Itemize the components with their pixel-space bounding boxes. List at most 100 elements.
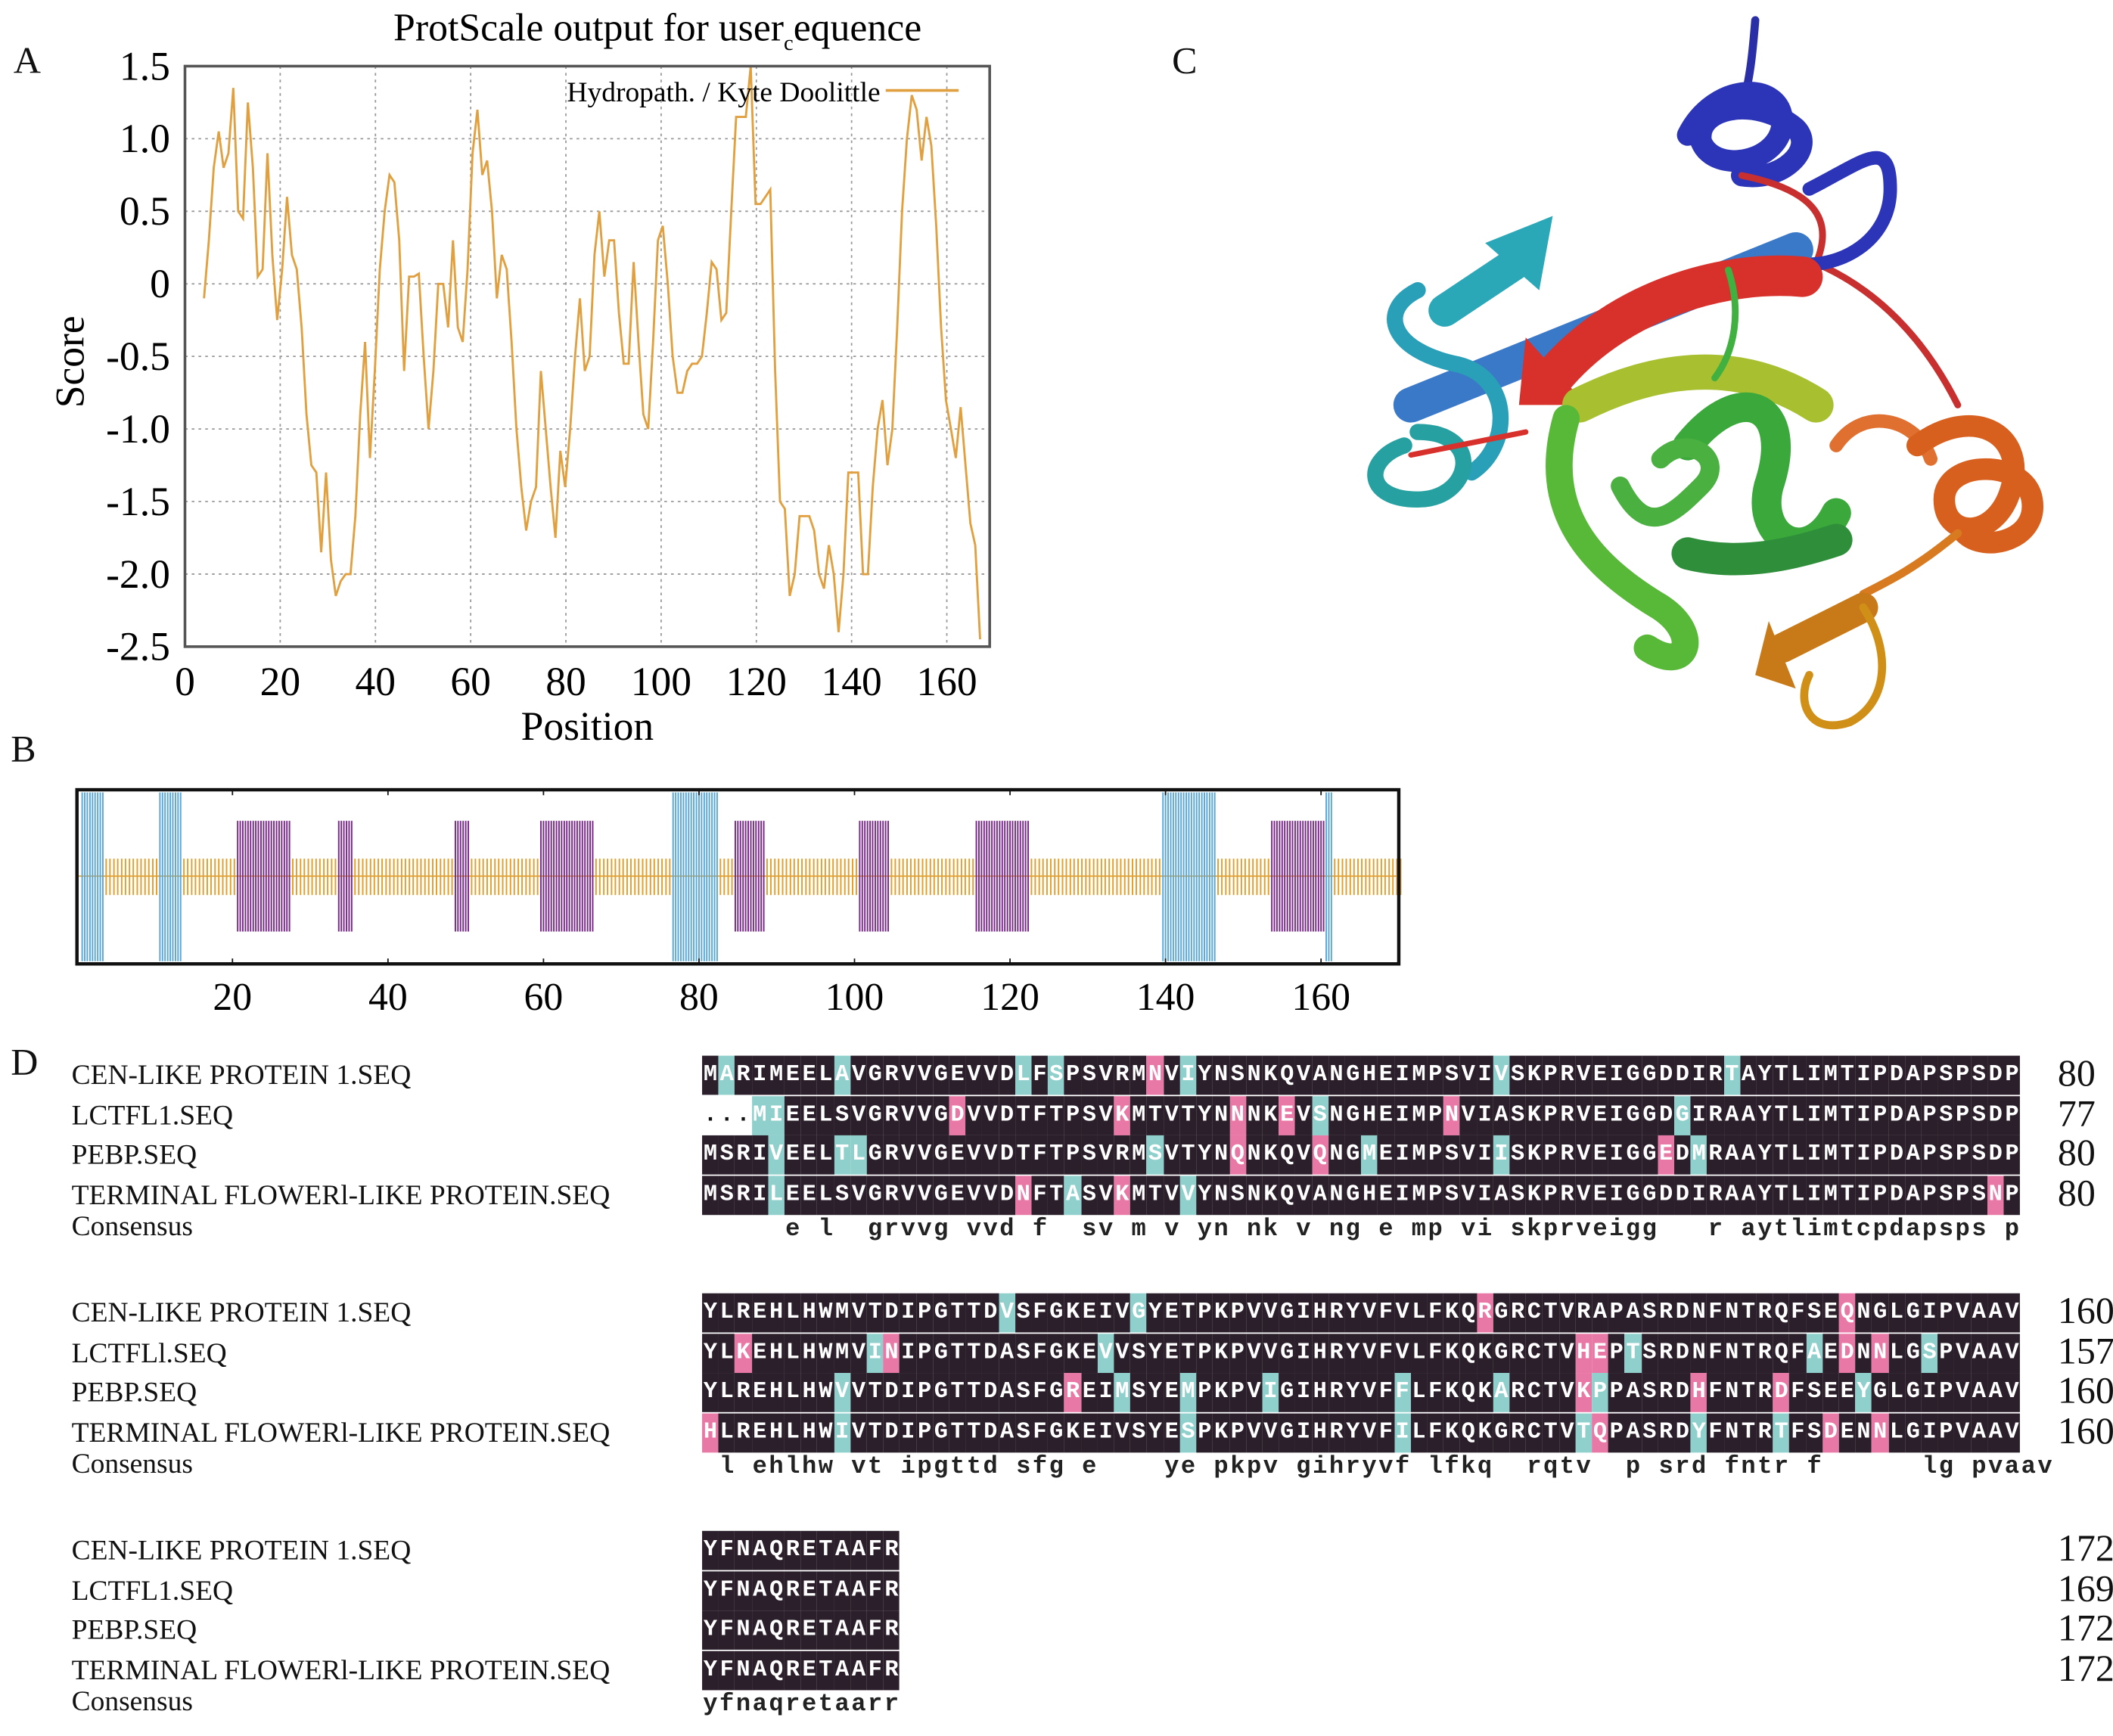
residue: F [866, 1570, 884, 1610]
consensus-residue: i [1807, 1216, 1822, 1244]
residue: M [1361, 1135, 1378, 1175]
residue: L [718, 1293, 735, 1333]
consensus-residue: a [851, 1691, 866, 1719]
residue: P [1921, 1175, 1938, 1215]
residue: F [1427, 1412, 1444, 1452]
x-tick-label: 80 [545, 659, 586, 704]
coil-orange-loop [1800, 603, 1887, 730]
consensus-residue: n [1246, 1216, 1262, 1244]
residue: R [1114, 1135, 1131, 1175]
protein-3d-structure [1367, 16, 2043, 730]
secondary-structure-track: 20 40 60 80 100 120 140 160 [75, 787, 1402, 1019]
residue: R [1558, 1175, 1576, 1215]
residue: I [1476, 1175, 1493, 1215]
consensus-residue: i [1609, 1216, 1624, 1244]
sequence-end-position: 172 [2057, 1528, 2113, 1570]
residue: G [1904, 1333, 1922, 1373]
residue: V [1163, 1135, 1180, 1175]
residue: A [1064, 1175, 1081, 1215]
consensus-residue [1147, 1454, 1164, 1481]
residue: F [1031, 1293, 1049, 1333]
sequence-name: CEN-LIKE PROTEIN 1.SEQ [71, 1296, 412, 1329]
helix-blue [1676, 82, 1813, 188]
consensus-residue: r [884, 1216, 900, 1244]
consensus-residue [719, 1216, 735, 1244]
residue: E [1592, 1135, 1608, 1175]
helix-orange [1906, 415, 2043, 554]
strand-yellowgreen [1561, 354, 1834, 423]
residue: F [1394, 1373, 1411, 1412]
residue: N [1328, 1095, 1345, 1135]
residue: Y [1756, 1135, 1773, 1175]
residue: R [883, 1175, 900, 1215]
residue: R [1756, 1373, 1773, 1412]
consensus-residue: g [934, 1454, 949, 1481]
residue: Y [1690, 1412, 1707, 1452]
residue: H [800, 1412, 818, 1452]
residue: A [1904, 1055, 1922, 1095]
residue: F [718, 1650, 735, 1690]
residue: A [718, 1055, 735, 1095]
residue: N [1213, 1095, 1229, 1135]
residue: T [1147, 1095, 1164, 1135]
residue: I [1476, 1055, 1493, 1095]
residue: N [735, 1650, 752, 1690]
residue: Y [1196, 1055, 1213, 1095]
residue: A [1493, 1373, 1510, 1412]
residue: M [1822, 1175, 1839, 1215]
residue: D [999, 1095, 1015, 1135]
sequence-name: LCTFL1.SEQ [71, 1098, 234, 1131]
consensus-residue: e [801, 1691, 817, 1719]
residue: E [1080, 1412, 1098, 1452]
consensus-residue: s [1938, 1216, 1953, 1244]
residue: D [982, 1412, 999, 1452]
consensus-residue: a [1741, 1216, 1756, 1244]
consensus-residue: r [1559, 1216, 1575, 1244]
residue: A [834, 1055, 851, 1095]
residue: A [834, 1610, 851, 1650]
residue: I [1690, 1095, 1707, 1135]
sequence-end-position: 157 [2057, 1330, 2113, 1373]
residue: I [1262, 1373, 1279, 1412]
residue: T [965, 1412, 983, 1452]
track-tick-label: 160 [1291, 976, 1350, 1019]
residue: F [866, 1530, 884, 1570]
consensus-residue: p [1428, 1216, 1443, 1244]
residue: L [1410, 1412, 1428, 1452]
residue: P [1872, 1135, 1889, 1175]
residue: Q [1773, 1293, 1790, 1333]
consensus-residue: y [703, 1691, 718, 1719]
residue: I [1806, 1175, 1823, 1215]
residue: N [1245, 1055, 1263, 1095]
residue: Q [1229, 1135, 1246, 1175]
consensus-residue: l [785, 1454, 800, 1481]
residue: F [1707, 1293, 1724, 1333]
consensus-residue: e [752, 1454, 767, 1481]
residue: G [1674, 1095, 1691, 1135]
residue: I [1921, 1412, 1938, 1452]
track-tick-label: 40 [368, 976, 408, 1019]
residue: I [751, 1055, 769, 1095]
residue: D [1987, 1135, 2004, 1175]
chart-title: ProtScale output for usercequence [393, 7, 921, 55]
residue: Y [1344, 1333, 1362, 1373]
residue: V [1245, 1293, 1263, 1333]
residue: K [1575, 1373, 1593, 1412]
consensus-residue: c [1856, 1216, 1872, 1244]
residue: H [768, 1333, 785, 1373]
sequence-name: TERMINAL FLOWERl-LIKE PROTEIN.SEQ [71, 1415, 611, 1449]
consensus-residue: k [1461, 1454, 1476, 1481]
consensus-residue: g [1296, 1454, 1311, 1481]
residue: H [1311, 1293, 1328, 1333]
residue: T [1723, 1055, 1741, 1095]
residue: I [1690, 1055, 1707, 1095]
sequence-end-position: 160 [2057, 1290, 2113, 1333]
residue: Q [1592, 1412, 1608, 1452]
residue: T [817, 1650, 834, 1690]
residue: F [1789, 1412, 1807, 1452]
residue: V [1163, 1095, 1180, 1135]
residue: P [1229, 1293, 1246, 1333]
consensus-residue: l [818, 1216, 834, 1244]
residue: R [735, 1175, 752, 1215]
